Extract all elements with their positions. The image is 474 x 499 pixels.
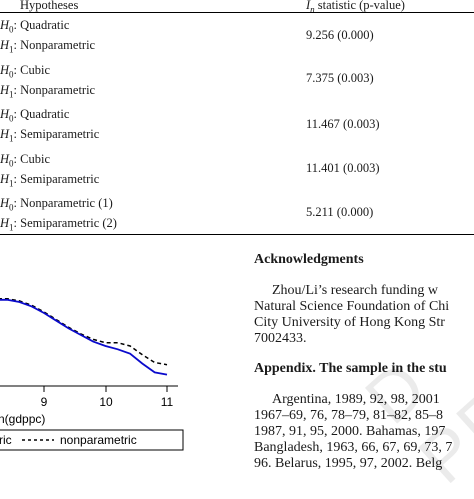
row-hypotheses: H0: Cubic H1: Semiparametric (0, 152, 100, 188)
h0-text: Quadratic (20, 18, 70, 32)
acknowledgments-line-2: Natural Science Foundation of Chi (254, 299, 450, 314)
appendix-line-1: Argentina, 1989, 92, 98, 2001 (272, 392, 440, 407)
h1-text: Semiparametric (20, 171, 100, 186)
row-statistic: 11.467 (0.003) (306, 117, 380, 131)
acknowledgments-line-3: City University of Hong Kong Str (254, 315, 445, 330)
h1-text: Nonparametric (20, 82, 96, 97)
legend-left-label: ric (0, 433, 12, 447)
x-tick-label-9: 9 (41, 395, 48, 409)
appendix-line-4: Bangladesh, 1963, 66, 67, 69, 73, 7 (254, 440, 453, 455)
legend-box (0, 429, 184, 451)
row-statistic: 9.256 (0.000) (306, 28, 374, 42)
row-statistic: 7.375 (0.003) (306, 71, 374, 85)
table-header-statistic: In statistic (p-value) (306, 0, 405, 18)
x-tick-label-10: 10 (99, 395, 113, 409)
acknowledgments-line-1: Zhou/Li’s research funding w (272, 283, 439, 298)
semiparametric-series-line (0, 298, 168, 376)
nonparametric-series-line (0, 297, 168, 366)
acknowledgments-heading: Acknowledgments (254, 252, 364, 267)
row-hypotheses: H0: Quadratic H1: Semiparametric (0, 107, 100, 143)
statistic-symbol: I (306, 0, 311, 12)
appendix-line-2: 1967–69, 76, 78–79, 81–82, 85–8 (254, 408, 443, 423)
row-hypotheses: H0: Nonparametric (1) H1: Semiparametric… (0, 196, 117, 232)
appendix-heading: Appendix. The sample in the stu (254, 361, 447, 376)
table-header-hypotheses: Hypotheses (20, 0, 79, 12)
h1-text: Nonparametric (20, 37, 96, 52)
h0-text: Cubic (20, 63, 50, 77)
h0-text: Cubic (20, 152, 50, 166)
x-axis-label: n(gdppc) (0, 412, 45, 426)
appendix-line-3: 1987, 91, 95, 2000. Bahamas, 197 (254, 424, 446, 439)
x-tick-label-11: 11 (161, 395, 174, 409)
h0-text: Quadratic (20, 107, 70, 121)
row-hypotheses: H0: Quadratic H1: Nonparametric (0, 18, 96, 54)
appendix-line-5: 96. Belarus, 1995, 97, 2002. Belg (254, 456, 443, 471)
chart-series-group (0, 297, 168, 376)
row-statistic: 5.211 (0.000) (306, 205, 374, 219)
legend-nonparametric-label: nonparametric (60, 433, 137, 447)
h1-text: Semiparametric (20, 126, 100, 141)
row-hypotheses: H0: Cubic H1: Nonparametric (0, 63, 96, 99)
table-bottom-rule (0, 234, 474, 235)
table-header-rule (0, 12, 474, 13)
statistic-label: statistic (p-value) (314, 0, 405, 12)
h0-text: Nonparametric (1) (20, 196, 113, 210)
statistic-subscript: n (310, 4, 315, 15)
row-statistic: 11.401 (0.003) (306, 161, 380, 175)
acknowledgments-line-4: 7002433. (254, 331, 307, 346)
nonparametric-curve-chart: 9 10 11 n(gdppc) ric nonparametric (0, 297, 184, 451)
h1-text: Semiparametric (2) (20, 215, 117, 230)
